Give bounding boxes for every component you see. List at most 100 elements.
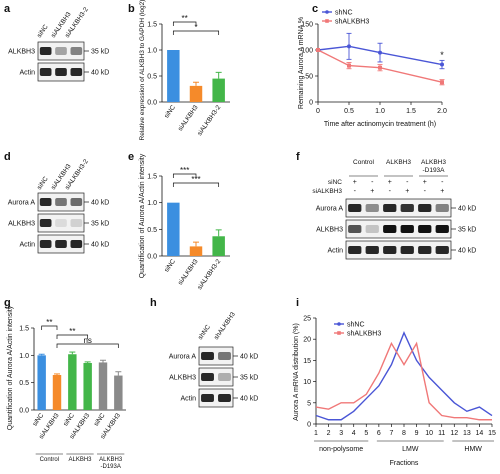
significance-bracket: [172, 21, 197, 26]
blot-band: [39, 219, 52, 227]
y-tick-label: 10: [303, 379, 311, 386]
panel-letter: i: [296, 297, 299, 309]
legend-label: shALKBH3: [335, 19, 369, 26]
blot-row-label: Actin: [19, 242, 35, 249]
y-tick-label: 15: [303, 358, 311, 365]
marker-label: 40 kD: [91, 70, 109, 77]
blot-band: [218, 394, 231, 402]
sialk-sign: -: [354, 188, 357, 195]
bar: [98, 362, 108, 410]
x-tick-label: 4: [352, 430, 356, 437]
blot-band: [365, 204, 379, 212]
x-axis-title: Time after actinomycin treatment (h): [324, 121, 436, 128]
x-tick-label: 1.0: [375, 108, 385, 115]
panel-letter: b: [128, 3, 135, 15]
y-tick-label: 0.5: [19, 380, 29, 387]
sinc-sign: +: [353, 179, 357, 186]
blot-band: [218, 352, 231, 360]
y-tick-label: 0.0: [19, 408, 29, 415]
lane-label: siALKBH3-2: [64, 158, 90, 191]
blot-band: [201, 394, 214, 402]
panel-letter: d: [4, 151, 11, 163]
blot-band: [218, 373, 231, 381]
group-label: ALKBH3: [421, 159, 446, 166]
x-tick-label: 1.5: [406, 108, 416, 115]
group-label: Control: [40, 457, 59, 463]
significance-label: **: [46, 318, 52, 327]
blot-row-label: ALKBH3: [8, 221, 35, 228]
blot-row-label: Aurora A: [8, 200, 36, 207]
bar: [212, 236, 225, 256]
x-tick-label: siALKBH3-2: [196, 258, 222, 291]
marker-label: 40 kD: [91, 242, 109, 249]
significance-label: *: [194, 23, 197, 32]
y-tick-label: 150: [301, 22, 313, 29]
lane-label: siALKBH3-2: [64, 6, 90, 39]
blot-frame: [345, 198, 452, 218]
bar: [189, 85, 203, 102]
blot-band: [383, 246, 397, 254]
x-tick-label: 15: [488, 430, 496, 437]
blot-row-label: Actin: [327, 248, 343, 255]
blot-band: [400, 204, 414, 212]
sialk-sign: -: [389, 188, 392, 195]
blot-band: [55, 47, 67, 55]
series-line: [317, 49, 443, 83]
x-tick-label: siALKBH3: [177, 258, 200, 287]
legend-marker: [325, 10, 329, 14]
blot-band: [435, 204, 449, 212]
x-tick-label: 2.0: [437, 108, 447, 115]
sinc-sign: -: [406, 179, 409, 186]
y-tick-label: 1.0: [147, 200, 157, 207]
y-tick-label: 1.0: [19, 353, 29, 360]
blot-band: [435, 246, 449, 254]
blot-row-label: Aurora A: [169, 354, 197, 361]
marker-label: 40 kD: [240, 396, 258, 403]
marker-label: 40 kD: [458, 206, 476, 213]
significance-label: **: [69, 327, 75, 336]
bar: [52, 375, 62, 410]
bar: [68, 354, 77, 410]
region-label: non-polysome: [319, 446, 363, 453]
x-tick-label: 0: [316, 108, 320, 115]
blot-band: [365, 246, 379, 254]
blot-band: [201, 352, 214, 360]
blot-band: [70, 198, 83, 206]
significance-label: *: [440, 50, 444, 60]
blot-band: [39, 198, 52, 206]
blot-band: [418, 204, 432, 212]
x-tick-label: 7: [389, 430, 393, 437]
blot-band: [39, 47, 52, 55]
blot-band: [400, 246, 414, 254]
x-tick-label: 2: [327, 430, 331, 437]
blot-band: [39, 240, 52, 248]
bar: [167, 50, 180, 102]
y-tick-label: 0: [307, 422, 311, 429]
blot-band: [435, 225, 449, 233]
data-point: [440, 80, 444, 85]
marker-label: 40 kD: [91, 200, 109, 207]
blot-band: [348, 246, 362, 254]
bar: [37, 355, 46, 410]
y-axis-title: Relative expression of ALKBH3 to GAPDH (…: [139, 0, 146, 140]
blot-band: [55, 68, 67, 76]
blot-row-label: ALKBH3: [316, 227, 343, 234]
group-label: ALKBH3: [68, 457, 92, 463]
bar: [212, 78, 225, 102]
y-axis-title: Remaining Aurora A mRNA %: [298, 17, 305, 109]
significance-bracket: [172, 173, 197, 178]
significance-label: ***: [180, 166, 189, 175]
y-axis-title: Quantification of Aurora A/Actin intensi…: [139, 153, 146, 278]
x-tick-label: 14: [476, 430, 484, 437]
region-label: HMW: [464, 446, 482, 453]
x-axis-title: Fractions: [390, 460, 419, 467]
panel-letter: f: [296, 151, 300, 163]
x-tick-label: 12: [450, 430, 458, 437]
legend-marker: [337, 322, 341, 326]
y-tick-label: 50: [305, 74, 313, 81]
x-tick-label: 10: [425, 430, 433, 437]
x-tick-label: siNC: [31, 412, 45, 428]
marker-label: 35 kD: [91, 221, 109, 228]
blot-band: [418, 246, 432, 254]
blot-band: [365, 225, 379, 233]
